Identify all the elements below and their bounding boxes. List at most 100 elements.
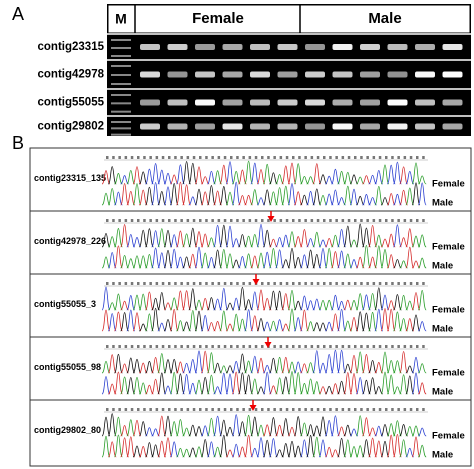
peak [318,299,328,311]
peak [157,190,167,206]
peak [182,256,191,269]
peak [194,231,204,248]
peak [312,425,321,437]
peak [343,225,353,248]
peak [275,174,284,185]
peak [169,308,179,332]
peak [157,169,167,185]
base-letter [230,219,233,222]
band [332,44,353,50]
base-letter [267,156,270,159]
peak [287,290,297,311]
peak [213,170,222,185]
base-letter [130,408,134,411]
peak [200,315,210,332]
base-letter [285,408,289,411]
base-letter [211,282,214,285]
peak [325,299,334,311]
peak [182,362,191,374]
peak [151,307,160,332]
peak [120,425,129,437]
band [387,44,408,50]
base-letter [372,282,376,285]
base-letter [192,219,196,222]
peak [374,362,383,374]
peak [331,449,340,458]
peak [176,320,185,332]
peak [318,439,328,458]
peak [213,386,222,395]
base-letter [316,219,320,222]
base-letter [155,345,159,348]
base-letter [186,408,190,411]
peak [132,166,142,185]
base-letter [416,282,419,285]
group-label: Female [192,10,244,27]
base-letter [149,219,152,222]
base-letter [267,282,270,285]
trace-label: Male [432,198,453,209]
marker-band [111,102,131,105]
base-letter [112,282,115,285]
base-letter [174,219,177,222]
peak [393,386,402,395]
peak [318,174,328,185]
peak [219,287,229,311]
base-letter [335,219,338,222]
sample-label: contig23315_135 [34,173,106,183]
base-letter [409,408,413,411]
base-letter [180,408,183,411]
peak [169,234,179,248]
peak [294,236,303,248]
peak [250,255,260,269]
peak [157,291,167,311]
base-letter [143,219,146,222]
peak [120,300,129,311]
base-letter [174,282,177,285]
base-letter [118,156,121,159]
peak [132,183,142,206]
base-letter [161,219,165,222]
peak [145,253,154,269]
peak [262,251,272,269]
base-letter [397,345,400,348]
peak [374,245,384,269]
base-letter [298,408,301,411]
peak [349,174,359,185]
peak [114,416,123,437]
peak [411,356,421,374]
base-letter [316,156,320,159]
peak [275,187,284,206]
peak [188,227,198,248]
peak [176,290,185,311]
peak [219,419,229,437]
peak [244,253,253,269]
base-letter [360,282,363,285]
peak [207,417,216,437]
peak [405,365,414,374]
base-letter [341,408,345,411]
peak [306,190,315,206]
peak [138,171,148,185]
peak [107,313,117,332]
base-letter [192,156,196,159]
peak [176,419,185,437]
peak [194,246,204,269]
base-letter [304,156,307,159]
peak [176,164,185,185]
base-letter [329,345,332,348]
peak [151,182,160,206]
peak [356,445,365,458]
base-letter [403,156,407,159]
peak [405,228,415,248]
peak [318,416,328,437]
base-letter [329,219,332,222]
base-letter [242,219,245,222]
peak [324,353,334,374]
peak [386,233,396,248]
base-letter [211,345,214,348]
peak [312,188,322,206]
peak [281,356,291,374]
peak [331,251,340,269]
peak [194,426,204,437]
